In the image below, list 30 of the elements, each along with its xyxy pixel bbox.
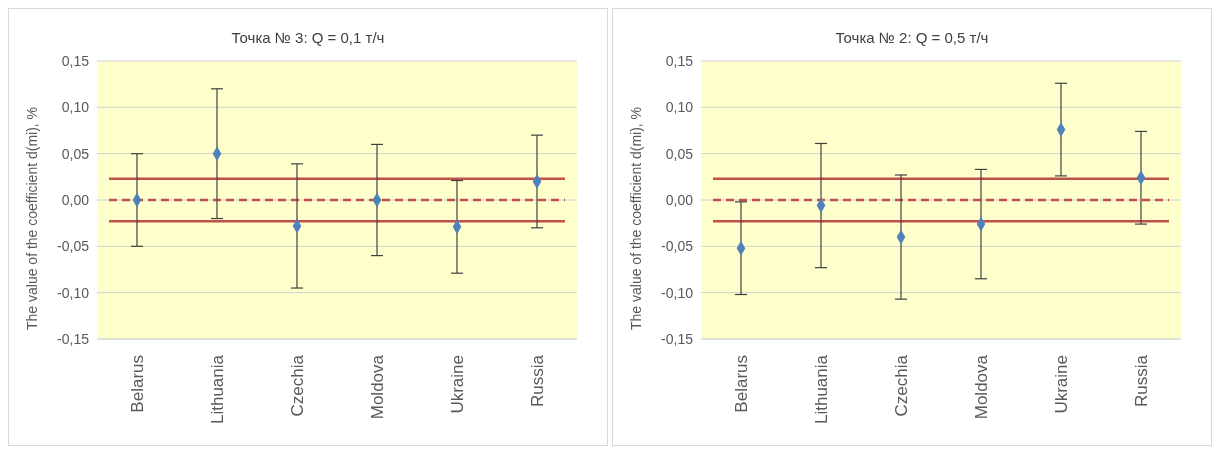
- y-tick-label: -0,15: [57, 330, 90, 347]
- x-tick-label: Czechia: [891, 354, 911, 417]
- y-tick-label: 0,00: [665, 191, 694, 208]
- y-tick-label: -0,05: [661, 238, 694, 255]
- x-tick-label: Moldova: [971, 354, 991, 420]
- chart-title: Точка № 3: Q = 0,1 т/ч: [230, 29, 386, 48]
- y-tick-label: -0,10: [661, 284, 694, 301]
- y-tick-label: -0,10: [57, 284, 90, 301]
- x-tick-label: Russia: [1131, 354, 1151, 407]
- y-axis-title: The value of the coefficient d(mi), %: [627, 106, 644, 330]
- x-tick-label: Ukraine: [447, 355, 467, 414]
- y-tick-label: -0,05: [57, 238, 90, 255]
- y-tick-label: 0,00: [61, 191, 90, 208]
- x-tick-label: Ukraine: [1051, 355, 1071, 414]
- x-tick-label: Belarus: [731, 355, 751, 413]
- x-tick-label: Lithuania: [811, 354, 831, 425]
- x-tick-label: Lithuania: [207, 354, 227, 425]
- y-tick-label: 0,05: [665, 145, 694, 162]
- chart-title: Точка № 2: Q = 0,5 т/ч: [834, 29, 990, 48]
- x-tick-label: Russia: [527, 354, 547, 407]
- y-tick-label: -0,15: [661, 330, 694, 347]
- y-tick-label: 0,10: [61, 99, 90, 116]
- y-axis-title: The value of the coefficient d(mi), %: [23, 106, 40, 330]
- y-tick-label: 0,10: [665, 99, 694, 116]
- y-tick-label: 0,15: [61, 52, 90, 69]
- y-tick-label: 0,15: [665, 52, 694, 69]
- x-tick-label: Moldova: [367, 354, 387, 420]
- y-tick-label: 0,05: [61, 145, 90, 162]
- x-tick-label: Czechia: [287, 354, 307, 417]
- x-tick-label: Belarus: [127, 355, 147, 413]
